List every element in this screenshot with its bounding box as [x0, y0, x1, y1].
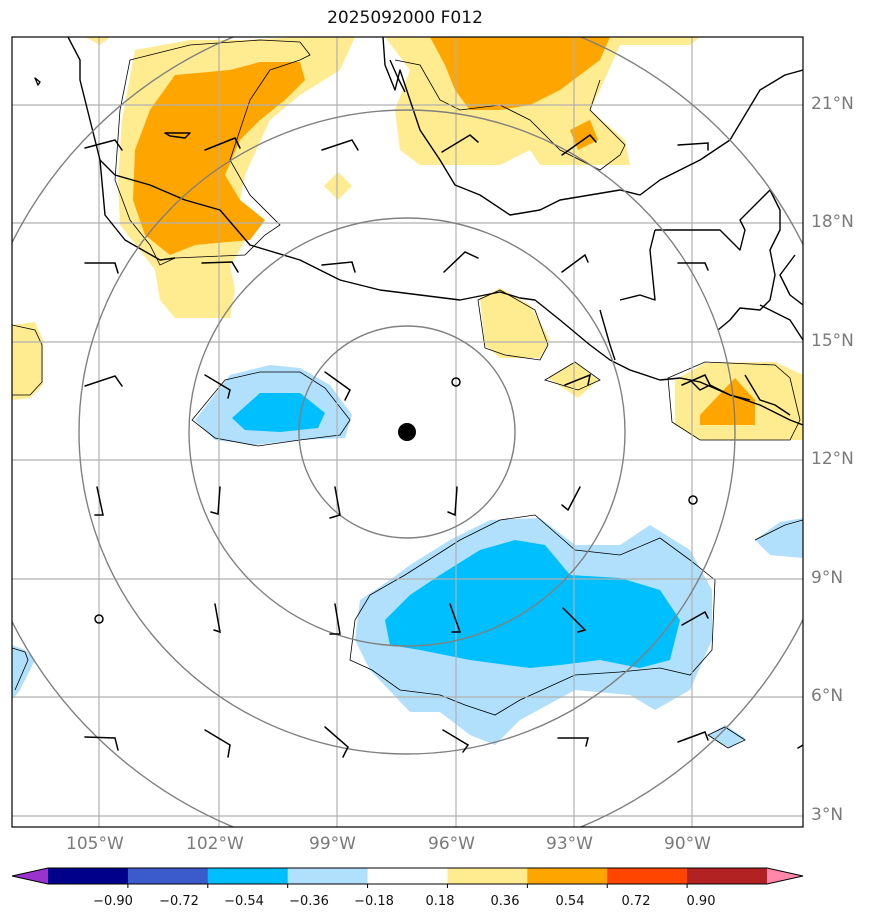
lat-label-18n: 18°N: [811, 212, 854, 232]
lon-label-93w: 93°W: [546, 834, 593, 854]
colorbar-tick-label: 0.18: [425, 894, 455, 909]
coastlines: [34, 37, 803, 426]
lat-lon-grid: [12, 37, 803, 827]
colorbar-outline: [11, 867, 804, 885]
colorbar-tick-label: −0.18: [354, 894, 394, 909]
lat-label-6n: 6°N: [811, 686, 844, 706]
lat-label-12n: 12°N: [811, 449, 854, 469]
colorbar: [11, 867, 804, 888]
colorbar-tick-label: −0.54: [224, 894, 264, 909]
lat-label-9n: 9°N: [811, 568, 844, 588]
storm-center-marker: [398, 423, 416, 441]
colorbar-tick-label: 0.90: [686, 894, 716, 909]
lat-label-21n: 21°N: [811, 94, 854, 114]
lon-label-96w: 96°W: [428, 834, 475, 854]
colorbar-tick-label: −0.72: [159, 894, 199, 909]
colorbar-tick-label: −0.36: [289, 894, 329, 909]
colorbar-segment: [287, 868, 369, 884]
colorbar-tick-label: 0.36: [490, 894, 520, 909]
negative-anomaly-dark: [232, 393, 680, 668]
calm-wind-circles: [94, 377, 698, 624]
colorbar-segment: [367, 868, 448, 884]
colorbar-tick-label: −0.90: [93, 894, 133, 909]
colorbar-extend-low: [12, 868, 48, 884]
map-plot-area: [12, 37, 803, 827]
colorbar-segment: [447, 868, 528, 884]
lon-label-90w: 90°W: [664, 834, 711, 854]
colorbar-segment: [207, 868, 289, 884]
map-title: 2025092000 F012: [327, 8, 483, 28]
lon-label-105w: 105°W: [66, 834, 124, 854]
colorbar-segment: [687, 868, 768, 884]
wind-barbs: [84, 133, 803, 758]
colorbar-extend-high: [767, 868, 803, 884]
lat-label-15n: 15°N: [811, 331, 854, 351]
colorbar-segment: [127, 868, 209, 884]
colorbar-tick-label: 0.54: [555, 894, 585, 909]
lon-label-102w: 102°W: [186, 834, 244, 854]
colorbar-segment: [527, 868, 608, 884]
range-rings: [12, 37, 803, 827]
colorbar-segment: [48, 868, 129, 884]
lon-label-99w: 99°W: [309, 834, 356, 854]
lat-label-3n: 3°N: [811, 805, 844, 825]
colorbar-tick-label: 0.72: [621, 894, 651, 909]
map-frame: [11, 36, 804, 828]
colorbar-segment: [607, 868, 688, 884]
